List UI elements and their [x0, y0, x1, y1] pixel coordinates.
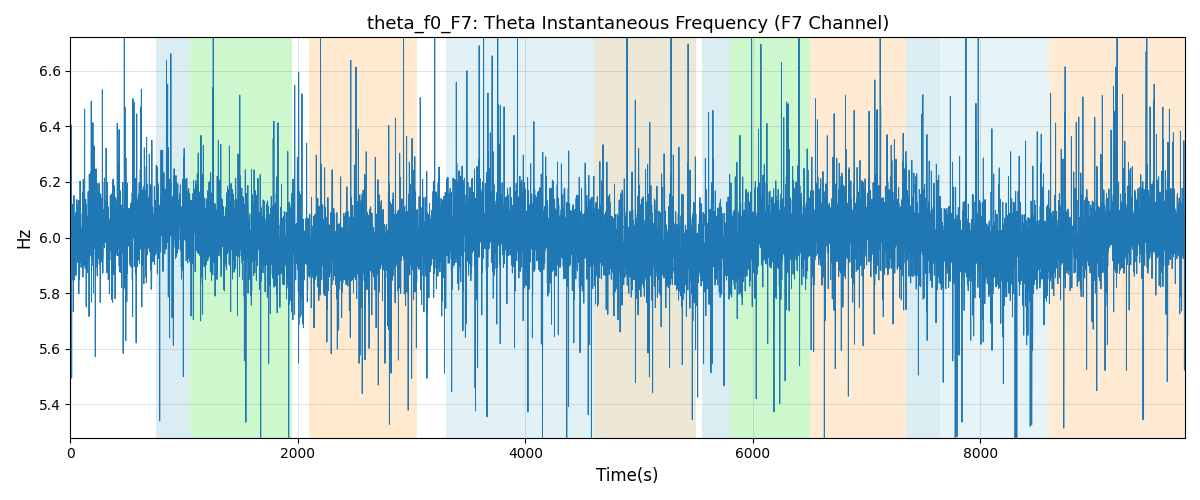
Bar	[941, 38, 1049, 438]
Bar	[906, 38, 941, 438]
Bar	[445, 38, 696, 438]
Bar	[156, 38, 190, 438]
Y-axis label: Hz: Hz	[14, 227, 32, 248]
Bar	[310, 38, 418, 438]
Bar	[730, 38, 810, 438]
Bar	[810, 38, 906, 438]
Bar	[190, 38, 292, 438]
X-axis label: Time(s): Time(s)	[596, 467, 659, 485]
Bar	[702, 38, 730, 438]
Bar	[1049, 38, 1186, 438]
Bar	[594, 38, 696, 438]
Title: theta_f0_F7: Theta Instantaneous Frequency (F7 Channel): theta_f0_F7: Theta Instantaneous Frequen…	[366, 15, 889, 34]
